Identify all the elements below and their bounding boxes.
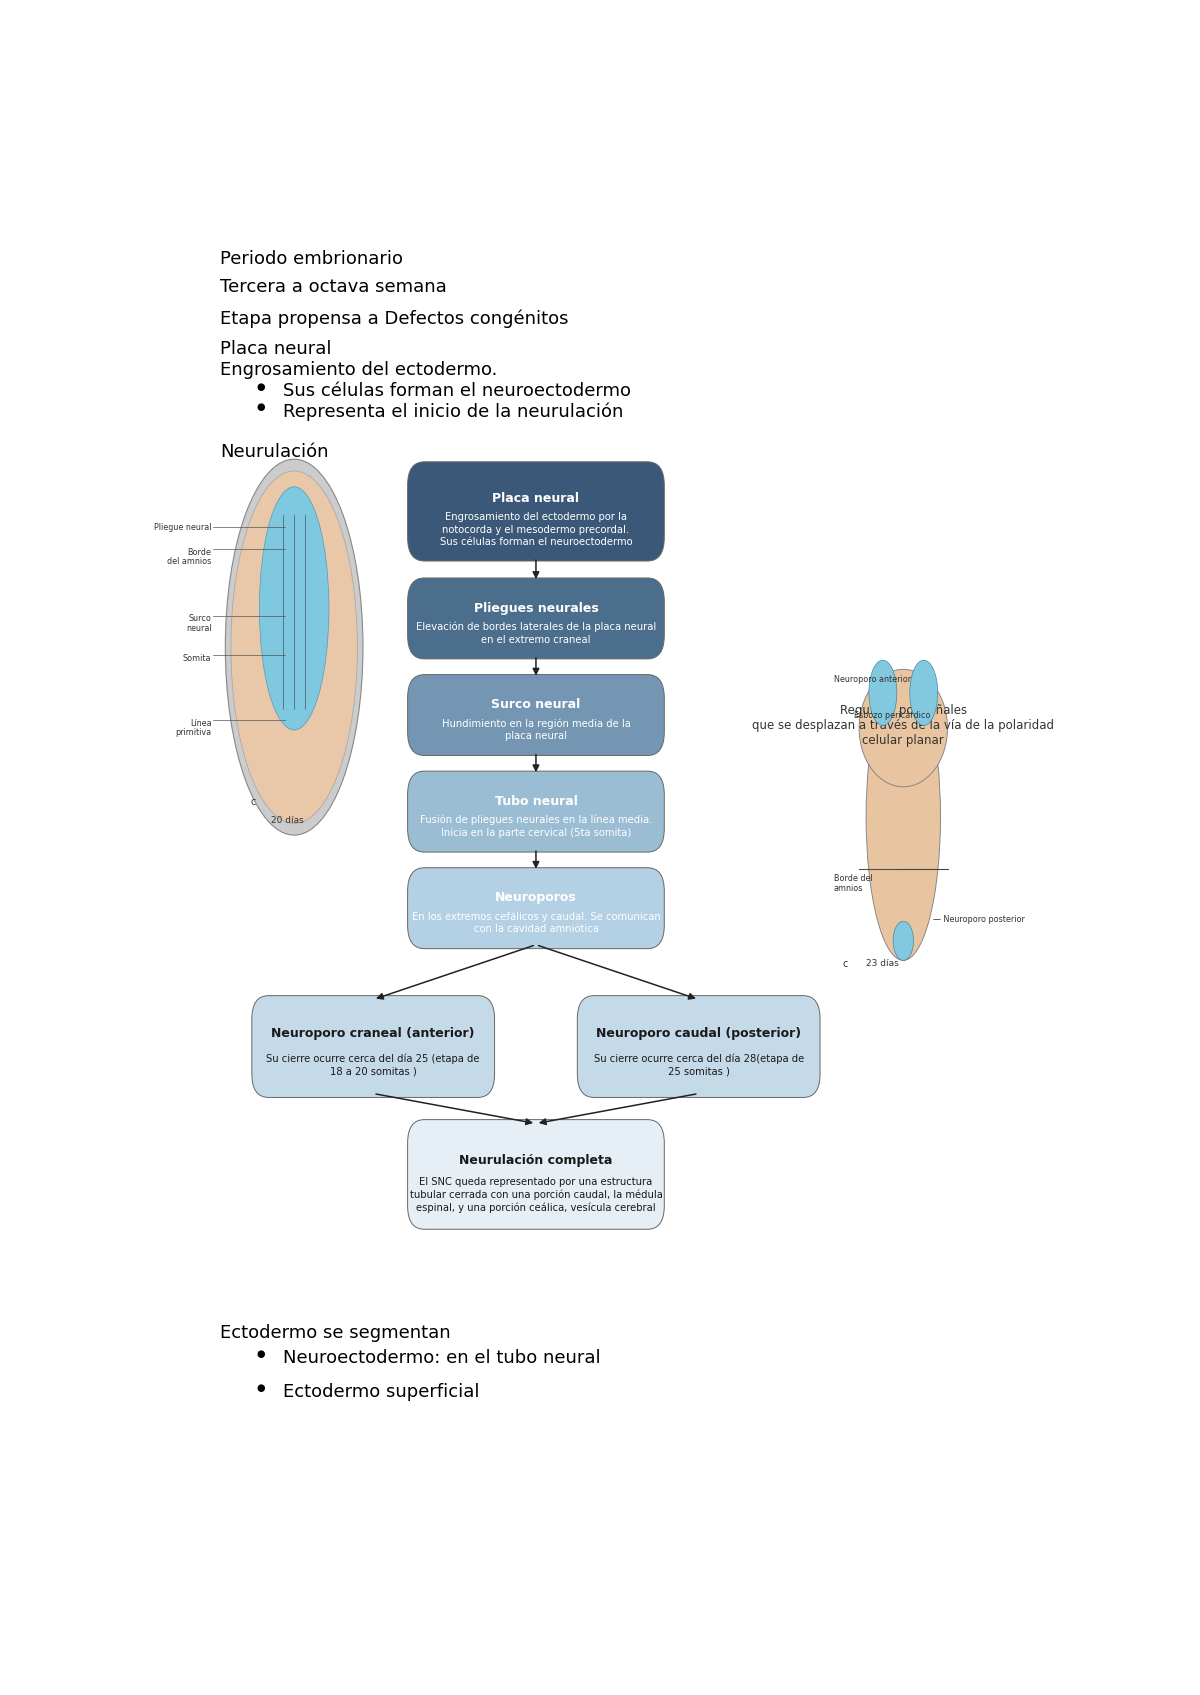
FancyBboxPatch shape [577,995,820,1097]
Ellipse shape [893,920,913,961]
Text: Fusión de pliegues neurales en la línea media.
Inicia en la parte cervical (5ta : Fusión de pliegues neurales en la línea … [420,815,652,837]
Text: — Neuroporo posterior: — Neuroporo posterior [934,915,1025,924]
Text: Periodo embrionario: Periodo embrionario [220,249,403,268]
Text: Tercera a octava semana: Tercera a octava semana [220,278,446,297]
Text: Ectodermo se segmentan: Ectodermo se segmentan [220,1324,450,1342]
FancyBboxPatch shape [408,461,665,561]
FancyBboxPatch shape [408,1120,665,1229]
Ellipse shape [910,661,937,725]
Text: Engrosamiento del ectodermo.: Engrosamiento del ectodermo. [220,361,497,380]
Ellipse shape [259,486,329,731]
Ellipse shape [859,670,948,786]
Text: Borde
del amnios: Borde del amnios [167,547,211,566]
Text: Elevación de bordes laterales de la placa neural
en el extremo craneal: Elevación de bordes laterales de la plac… [416,622,656,644]
Text: 20 días: 20 días [271,815,304,824]
Text: Etapa propensa a Defectos congénitos: Etapa propensa a Defectos congénitos [220,310,569,329]
Text: Pliegues neurales: Pliegues neurales [474,602,599,615]
Text: Neuroporo anterior: Neuroporo anterior [834,675,911,685]
Text: Sus células forman el neuroectodermo: Sus células forman el neuroectodermo [283,381,631,400]
Text: Pliegue neural: Pliegue neural [154,522,211,532]
FancyBboxPatch shape [408,771,665,853]
Text: Placa neural: Placa neural [220,341,331,358]
Ellipse shape [230,471,358,824]
Text: Neurulación: Neurulación [220,442,329,461]
Text: Surco neural: Surco neural [491,698,581,712]
Text: c: c [842,959,848,970]
Text: Engrosamiento del ectodermo por la
notocorda y el mesodermo precordal.
Sus célul: Engrosamiento del ectodermo por la notoc… [439,512,632,547]
FancyBboxPatch shape [252,995,494,1097]
Text: Neuroporos: Neuroporos [496,892,577,905]
Text: Regulado por señales
que se desplazan a través de la vía de la polaridad
celular: Regulado por señales que se desplazan a … [752,703,1055,747]
Ellipse shape [869,661,896,725]
Text: ●: ● [257,402,265,412]
Ellipse shape [226,459,362,836]
Text: Ectodermo superficial: Ectodermo superficial [283,1383,480,1402]
Text: Su cierre ocurre cerca del día 25 (etapa de
18 a 20 somitas ): Su cierre ocurre cerca del día 25 (etapa… [266,1054,480,1076]
FancyBboxPatch shape [408,578,665,659]
Text: El SNC queda representado por una estructura
tubular cerrada con una porción cau: El SNC queda representado por una estruc… [409,1176,662,1214]
Text: Hundimiento en la región media de la
placa neural: Hundimiento en la región media de la pla… [442,719,630,741]
Text: Tubo neural: Tubo neural [494,795,577,809]
Text: Representa el inicio de la neurulación: Representa el inicio de la neurulación [283,402,623,420]
Text: Su cierre ocurre cerca del día 28(etapa de
25 somitas ): Su cierre ocurre cerca del día 28(etapa … [594,1054,804,1076]
Text: c: c [251,797,256,807]
Text: 23 días: 23 días [866,959,899,968]
Text: ●: ● [257,381,265,392]
Text: Somita: Somita [182,654,211,663]
Text: Neuroectodermo: en el tubo neural: Neuroectodermo: en el tubo neural [283,1349,601,1366]
Text: Línea
primitiva: Línea primitiva [175,719,211,737]
Text: Esbozo pericárdico: Esbozo pericárdico [854,710,930,719]
Text: ●: ● [257,1383,265,1393]
Text: Borde del
amnios: Borde del amnios [834,875,872,893]
Text: Placa neural: Placa neural [492,492,580,505]
Text: ●: ● [257,1349,265,1359]
Text: Neuroporo caudal (posterior): Neuroporo caudal (posterior) [596,1027,802,1039]
Text: Surco
neural: Surco neural [186,614,211,632]
FancyBboxPatch shape [408,675,665,756]
Ellipse shape [866,673,941,961]
FancyBboxPatch shape [408,868,665,949]
Text: Neurulación completa: Neurulación completa [460,1154,613,1166]
Text: En los extremos cefálicos y caudal. Se comunican
con la cavidad amniótica: En los extremos cefálicos y caudal. Se c… [412,912,660,934]
Text: Neuroporo craneal (anterior): Neuroporo craneal (anterior) [271,1027,475,1039]
